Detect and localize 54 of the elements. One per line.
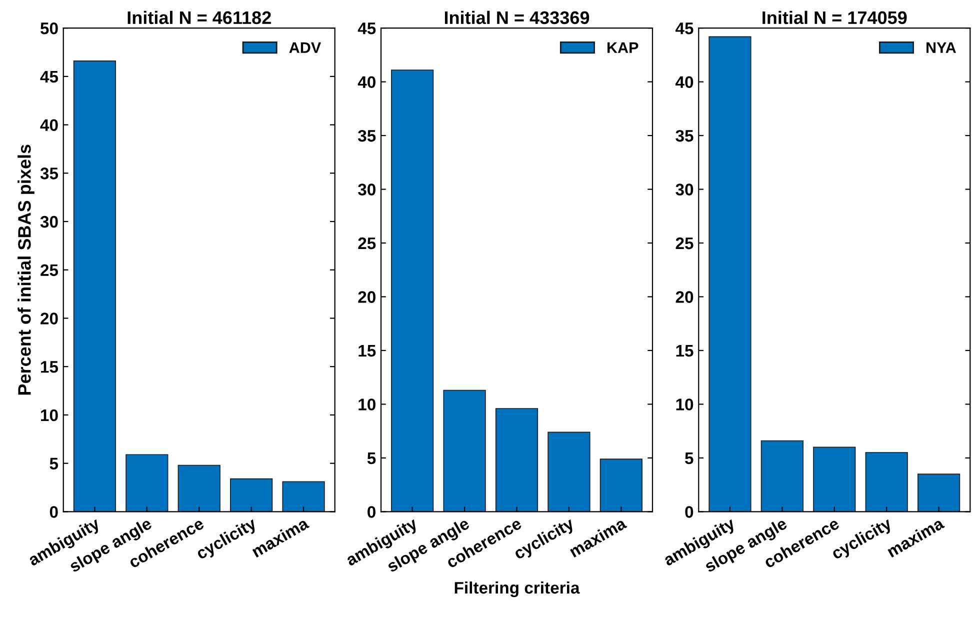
bar [126, 454, 168, 512]
bar [548, 432, 590, 512]
y-tick-label: 50 [40, 22, 58, 34]
y-tick-label: 10 [358, 398, 376, 410]
y-tick-label: 10 [676, 398, 694, 410]
x-axis-title: Filtering criteria [454, 581, 580, 598]
y-tick-label: 45 [358, 22, 376, 34]
y-tick-label: 35 [358, 130, 376, 142]
chart-title: Initial N = 461182 [128, 10, 271, 24]
bar [495, 408, 538, 512]
y-tick-label: 15 [676, 345, 694, 357]
bar [600, 458, 642, 512]
bar [760, 440, 804, 512]
chart-title: Initial N = 174059 [762, 10, 907, 24]
y-axis-title: Percent of initial SBAS pixels [18, 144, 34, 395]
y-tick-label: 35 [40, 168, 58, 180]
y-tick-label: 40 [358, 76, 376, 88]
legend-label: ADV [289, 42, 321, 53]
y-tick-label: 0 [368, 506, 376, 518]
bar [391, 70, 434, 512]
bar [443, 390, 486, 512]
bar [865, 452, 908, 512]
y-tick-label: 30 [676, 184, 694, 196]
y-tick-label: 25 [676, 237, 694, 250]
bar [178, 464, 220, 512]
y-tick-label: 0 [50, 506, 58, 518]
y-tick-label: 5 [367, 452, 376, 464]
y-tick-label: 45 [676, 22, 694, 34]
y-tick-label: 30 [40, 216, 58, 228]
y-tick-label: 30 [358, 184, 376, 196]
y-tick-label: 15 [41, 361, 58, 373]
bar [73, 60, 116, 512]
bar [230, 478, 273, 512]
legend-label: NYA [926, 42, 956, 53]
legend-label: KAP [608, 42, 638, 53]
y-tick-label: 5 [50, 458, 58, 470]
y-tick-label: 20 [676, 291, 694, 303]
y-tick-label: 45 [40, 71, 58, 83]
chart-title: Initial N = 433369 [444, 10, 590, 24]
bar [813, 446, 856, 512]
y-tick-label: 25 [40, 264, 58, 276]
y-tick-label: 25 [358, 237, 376, 250]
y-tick-label: 5 [685, 452, 694, 464]
bar [708, 36, 752, 512]
y-tick-label: 10 [41, 409, 58, 422]
y-tick-label: 35 [676, 130, 694, 142]
y-tick-label: 15 [358, 345, 376, 357]
bar [282, 481, 325, 512]
y-tick-label: 20 [358, 291, 376, 303]
y-tick-label: 40 [40, 119, 58, 132]
y-tick-label: 40 [676, 76, 694, 88]
bar [917, 474, 960, 512]
y-tick-label: 0 [685, 506, 694, 518]
y-tick-label: 20 [40, 312, 58, 324]
